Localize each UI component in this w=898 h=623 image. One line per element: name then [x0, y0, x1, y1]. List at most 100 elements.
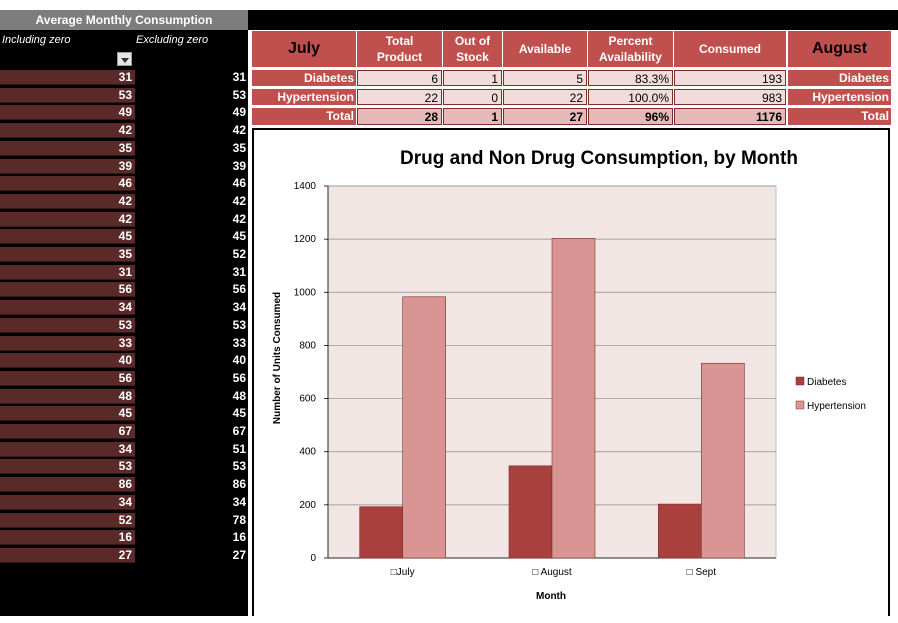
x-tick-label: □ August — [532, 567, 572, 578]
excluding-zero-value[interactable]: 67 — [232, 424, 246, 438]
excluding-zero-value[interactable]: 48 — [232, 388, 246, 403]
y-tick-label: 800 — [299, 340, 316, 351]
legend-swatch-diabetes — [795, 376, 805, 386]
summary-row: 34 34 — [0, 494, 248, 511]
including-zero-value[interactable]: 34 — [0, 494, 135, 510]
including-zero-value[interactable]: 45 — [0, 229, 135, 245]
summary-row: 35 35 — [0, 140, 248, 157]
excluding-zero-value[interactable]: 34 — [232, 300, 246, 315]
including-zero-value[interactable]: 86 — [0, 477, 135, 493]
cell-total-product[interactable]: 6 — [357, 70, 442, 86]
excluding-zero-value[interactable]: 53 — [232, 317, 246, 332]
including-zero-value[interactable]: 53 — [0, 459, 135, 475]
excluding-zero-value[interactable]: 56 — [232, 370, 246, 385]
header-total-product: Total Product — [357, 31, 442, 67]
excluding-zero-value[interactable]: 45 — [232, 406, 246, 421]
including-zero-value[interactable]: 56 — [0, 370, 135, 386]
total-cell-total-product[interactable]: 28 — [357, 108, 442, 125]
cell-out-of-stock[interactable]: 1 — [443, 70, 502, 86]
cell-percent-availability[interactable]: 100.0% — [588, 89, 673, 105]
including-zero-value[interactable]: 35 — [0, 247, 135, 262]
excluding-zero-value[interactable]: 52 — [232, 247, 246, 261]
filter-dropdown-button[interactable] — [117, 52, 132, 66]
including-zero-value[interactable]: 34 — [0, 300, 135, 316]
including-zero-value[interactable]: 53 — [0, 87, 135, 103]
bar-hypertension-july[interactable] — [402, 296, 446, 559]
summary-row: 86 86 — [0, 477, 248, 493]
including-zero-value[interactable]: 52 — [0, 512, 135, 528]
bar-diabetes-sept[interactable] — [658, 503, 702, 559]
consumption-chart[interactable]: Drug and Non Drug Consumption, by Month … — [252, 128, 890, 616]
legend-label-hypertension: Hypertension — [807, 401, 866, 412]
including-zero-value[interactable]: 27 — [0, 547, 135, 563]
including-zero-value[interactable]: 42 — [0, 211, 135, 227]
summary-row: 39 39 — [0, 158, 248, 175]
excluding-zero-value[interactable]: 39 — [232, 158, 246, 173]
cell-consumed[interactable]: 193 — [674, 70, 786, 86]
excluding-zero-value[interactable]: 49 — [232, 105, 246, 120]
next-row-label-hypertension: Hypertension — [788, 89, 891, 105]
excluding-zero-value[interactable]: 56 — [232, 282, 246, 297]
including-zero-value[interactable]: 34 — [0, 441, 135, 457]
excluding-zero-value[interactable]: 78 — [232, 512, 246, 527]
total-cell-available[interactable]: 27 — [503, 108, 587, 125]
including-zero-value[interactable]: 49 — [0, 105, 135, 121]
next-row-label-total: Total — [788, 108, 891, 125]
total-cell-consumed[interactable]: 1176 — [674, 108, 786, 125]
including-zero-value[interactable]: 33 — [0, 335, 135, 351]
excluding-zero-value[interactable]: 40 — [232, 353, 246, 368]
chart-title: Drug and Non Drug Consumption, by Month — [400, 148, 798, 169]
excluding-zero-value[interactable]: 16 — [232, 530, 246, 545]
excluding-zero-value[interactable]: 34 — [232, 494, 246, 509]
header-available: Available — [503, 31, 587, 67]
cell-percent-availability[interactable]: 83.3% — [588, 70, 673, 86]
excluding-zero-value[interactable]: 35 — [232, 140, 246, 155]
excluding-zero-value[interactable]: 33 — [232, 335, 246, 350]
including-zero-value[interactable]: 56 — [0, 282, 135, 298]
x-tick-label: □ Sept — [687, 567, 717, 578]
excluding-zero-value[interactable]: 53 — [232, 459, 246, 474]
excluding-zero-value[interactable]: 42 — [232, 211, 246, 226]
including-zero-value[interactable]: 53 — [0, 317, 135, 333]
including-zero-value[interactable]: 42 — [0, 123, 135, 139]
including-zero-value[interactable]: 39 — [0, 158, 135, 174]
excluding-zero-value[interactable]: 86 — [232, 477, 246, 492]
bar-hypertension-sept[interactable] — [701, 362, 745, 559]
including-zero-value[interactable]: 16 — [0, 530, 135, 546]
bar-diabetes-july[interactable] — [359, 506, 403, 559]
including-zero-value[interactable]: 35 — [0, 140, 135, 156]
excluding-zero-value[interactable]: 42 — [232, 123, 246, 138]
excluding-zero-value[interactable]: 42 — [232, 193, 246, 208]
excluding-zero-value[interactable]: 51 — [232, 441, 246, 456]
total-cell-percent-availability[interactable]: 96% — [588, 108, 673, 125]
summary-row: 31 31 — [0, 70, 248, 86]
excluding-zero-value[interactable]: 45 — [232, 229, 246, 244]
including-zero-value[interactable]: 31 — [0, 70, 135, 85]
summary-row: 35 52 — [0, 247, 248, 263]
total-cell-out-of-stock[interactable]: 1 — [443, 108, 502, 125]
excluding-zero-value[interactable]: 53 — [232, 87, 246, 102]
excluding-zero-value[interactable]: 31 — [232, 70, 246, 84]
summary-row: 40 40 — [0, 353, 248, 369]
including-zero-value[interactable]: 46 — [0, 176, 135, 192]
including-zero-value[interactable]: 67 — [0, 424, 135, 439]
y-tick-label: 400 — [299, 447, 316, 458]
including-zero-value[interactable]: 40 — [0, 353, 135, 369]
cell-available[interactable]: 22 — [503, 89, 587, 105]
excluding-zero-value[interactable]: 31 — [232, 264, 246, 279]
summary-row: 53 53 — [0, 459, 248, 475]
excluding-zero-value[interactable]: 46 — [232, 176, 246, 191]
summary-row: 52 78 — [0, 512, 248, 529]
bar-diabetes-august[interactable] — [508, 465, 553, 559]
cell-consumed[interactable]: 983 — [674, 89, 786, 105]
including-zero-value[interactable]: 45 — [0, 406, 135, 422]
table-month-label: July — [252, 31, 356, 67]
cell-total-product[interactable]: 22 — [357, 89, 442, 105]
including-zero-value[interactable]: 31 — [0, 264, 135, 280]
excluding-zero-value[interactable]: 27 — [232, 547, 246, 562]
including-zero-value[interactable]: 42 — [0, 193, 135, 209]
including-zero-value[interactable]: 48 — [0, 388, 135, 404]
cell-out-of-stock[interactable]: 0 — [443, 89, 502, 105]
cell-available[interactable]: 5 — [503, 70, 587, 86]
bar-hypertension-august[interactable] — [551, 238, 596, 559]
